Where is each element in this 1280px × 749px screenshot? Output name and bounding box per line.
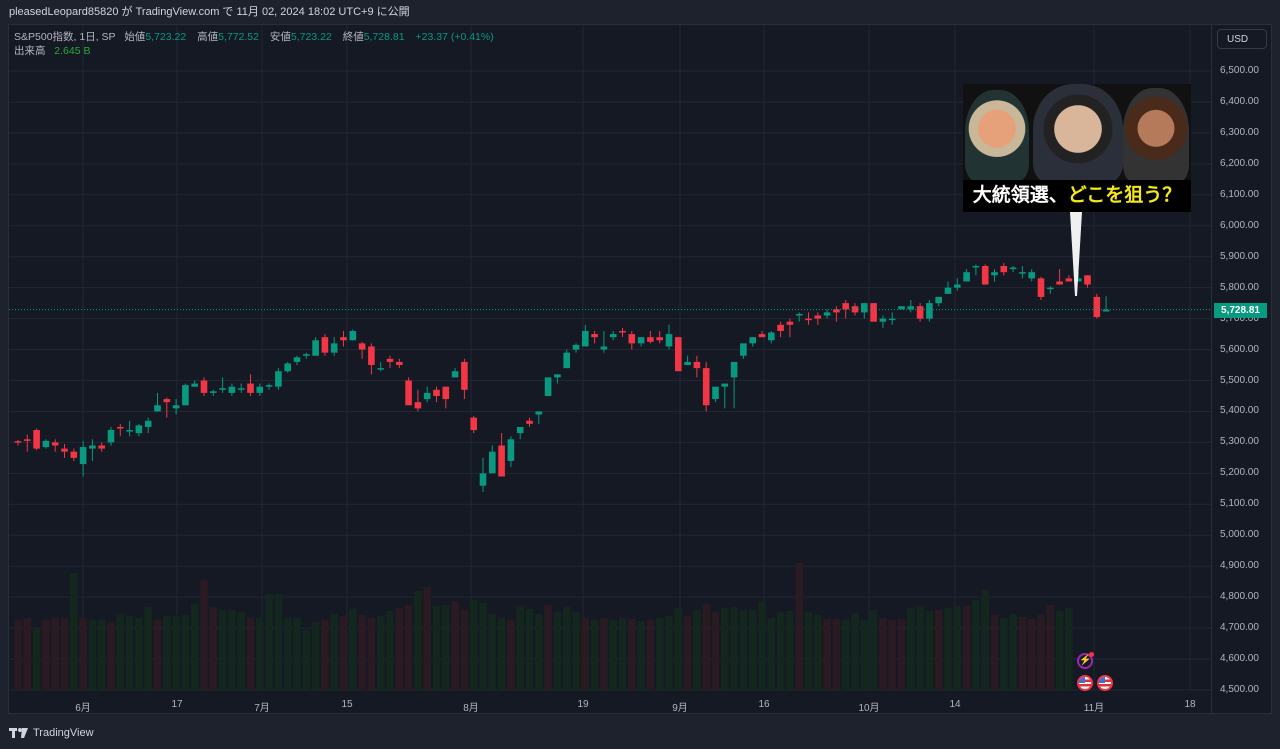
price-tick-label: 5,700.00 — [1220, 312, 1259, 324]
price-tick-label: 6,500.00 — [1220, 65, 1259, 76]
volume-value: 2.645 B — [54, 45, 91, 57]
time-tick-label: 17 — [171, 699, 183, 710]
time-tick-label: 15 — [341, 699, 353, 710]
symbol-label[interactable]: S&P500指数, 1日, SP — [14, 31, 116, 43]
currency-button[interactable]: USD — [1217, 29, 1267, 49]
us-flag-event-icon[interactable] — [1097, 675, 1113, 691]
time-tick-label: 19 — [577, 699, 589, 710]
open-label: 始値 — [124, 31, 146, 43]
price-tick-label: 6,400.00 — [1220, 95, 1259, 107]
callout-pointer — [1070, 212, 1082, 296]
time-tick-label: 6月 — [75, 703, 91, 714]
person-left-image — [965, 90, 1029, 182]
caption-yellow: どこを狙う？ — [1067, 185, 1182, 206]
price-tick-label: 5,200.00 — [1220, 467, 1259, 479]
tradingview-logo-icon — [9, 728, 28, 738]
volume-row: 出来高 2.645 B — [14, 44, 502, 58]
price-tick-label: 4,700.00 — [1220, 622, 1259, 634]
price-tick-label: 4,600.00 — [1220, 653, 1259, 665]
last-price-tag: 5,728.81 — [1214, 302, 1267, 318]
time-tick-label: 16 — [758, 699, 770, 710]
high-value: 5,772.52 — [218, 31, 259, 43]
high-label: 高値 — [197, 31, 219, 43]
price-tick-label: 6,100.00 — [1220, 188, 1259, 200]
time-tick-label: 18 — [1184, 699, 1196, 710]
price-tick-label: 5,100.00 — [1220, 498, 1259, 510]
candlestick-chart[interactable] — [9, 25, 1211, 713]
volume-label: 出来高 — [14, 45, 46, 57]
caption-white: 大統領選、 — [972, 185, 1068, 206]
price-tick-label: 6,300.00 — [1220, 126, 1259, 138]
low-value: 5,723.22 — [290, 31, 332, 43]
thumbnail-caption: 大統領選、どこを狙う？ — [963, 180, 1191, 212]
time-tick-label: 11月 — [1083, 703, 1105, 714]
open-value: 5,723.22 — [145, 31, 187, 43]
price-tick-label: 6,200.00 — [1220, 157, 1259, 169]
price-tick-label: 5,800.00 — [1220, 281, 1259, 293]
earnings-lightning-icon[interactable]: ⚡ — [1077, 652, 1094, 669]
price-tick-label: 5,500.00 — [1220, 374, 1259, 386]
close-value: 5,728.81 — [363, 31, 405, 43]
ohlc-row: S&P500指数, 1日, SP 始値5,723.22 高値5,772.52 安… — [14, 30, 502, 44]
price-tick-label: 5,900.00 — [1220, 250, 1259, 262]
price-tick-label: 5,400.00 — [1220, 405, 1259, 417]
tradingview-brand[interactable]: TradingView — [33, 727, 94, 739]
price-tick-label: 4,500.00 — [1220, 684, 1259, 695]
price-tick-label: 5,300.00 — [1220, 436, 1259, 448]
price-tick-label: 5,600.00 — [1220, 343, 1259, 355]
chart-legend: S&P500指数, 1日, SP 始値5,723.22 高値5,772.52 安… — [14, 30, 502, 58]
person-center-image — [1033, 84, 1123, 184]
time-tick-label: 14 — [949, 699, 961, 710]
us-flag-event-icon[interactable] — [1077, 675, 1093, 691]
time-tick-label: 10月 — [858, 703, 880, 714]
person-right-image — [1123, 88, 1189, 184]
price-tick-label: 5,000.00 — [1220, 529, 1259, 541]
low-label: 安値 — [269, 31, 291, 43]
published-header: pleasedLeopard85820 が TradingView.com で … — [9, 6, 410, 18]
time-tick-label: 7月 — [254, 703, 270, 714]
price-tick-label: 6,000.00 — [1220, 219, 1259, 231]
footer: TradingView — [9, 727, 94, 739]
price-tick-label: 4,800.00 — [1220, 591, 1259, 603]
time-tick-label: 9月 — [672, 703, 688, 714]
time-tick-label: 8月 — [463, 703, 479, 714]
close-label: 終値 — [342, 31, 364, 43]
price-axis[interactable] — [1211, 24, 1272, 714]
video-thumbnail[interactable]: 大統領選、どこを狙う？ — [963, 84, 1191, 212]
change-value: +23.37 (+0.41%) — [415, 31, 494, 43]
price-tick-label: 4,900.00 — [1220, 560, 1259, 572]
